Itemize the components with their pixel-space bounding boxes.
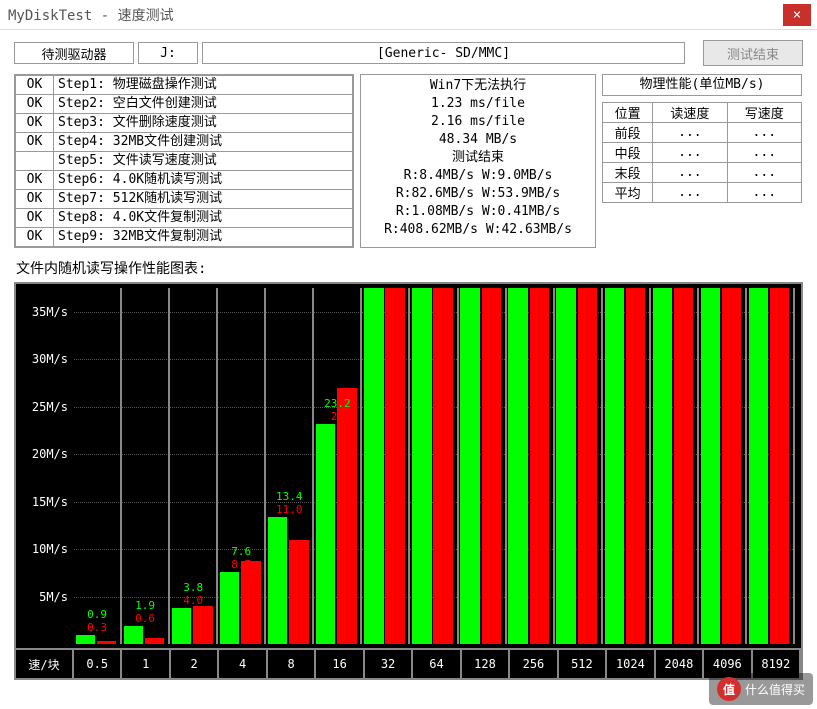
bar-write: [385, 288, 404, 644]
bar-write: [722, 288, 741, 644]
bar-write: [482, 288, 501, 644]
chart-y-axis: 5M/s10M/s15M/s20M/s25M/s30M/s35M/s: [16, 284, 72, 644]
chart-title: 文件内随机读写操作性能图表:: [16, 258, 803, 278]
step-status: OK: [16, 133, 54, 152]
bar-read: [701, 288, 720, 644]
bar-read: [460, 288, 479, 644]
chart-x-axis: 速/块0.51248163264128256512102420484096819…: [16, 648, 801, 678]
drive-label: 待测驱动器: [14, 42, 134, 64]
step-text: Step3: 文件删除速度测试: [54, 114, 353, 133]
x-tick: 128: [462, 650, 510, 678]
step-status: OK: [16, 190, 54, 209]
bar-read: [605, 288, 624, 644]
bar-write: [193, 606, 212, 644]
bar-write: [241, 561, 260, 644]
chart: 5M/s10M/s15M/s20M/s25M/s30M/s35M/s 0.90.…: [14, 282, 803, 680]
x-tick: 32: [365, 650, 413, 678]
bar-read: [268, 517, 287, 644]
step-status: OK: [16, 76, 54, 95]
bar-read: [124, 626, 143, 644]
result-line: R:82.6MB/s W:53.9MB/s: [361, 185, 595, 203]
x-tick: 512: [559, 650, 607, 678]
bar-read: [508, 288, 527, 644]
bar-write: [578, 288, 597, 644]
step-status: OK: [16, 114, 54, 133]
title-bar: MyDiskTest - 速度测试: [0, 0, 817, 30]
bar-read: [172, 608, 191, 644]
x-tick: 16: [316, 650, 364, 678]
result-line: Win7下无法执行: [361, 77, 595, 95]
x-tick: 256: [510, 650, 558, 678]
bar-write: [674, 288, 693, 644]
x-tick: 8: [268, 650, 316, 678]
drive-desc: [Generic- SD/MMC]: [202, 42, 685, 64]
x-tick: 4: [219, 650, 267, 678]
close-button[interactable]: ×: [783, 4, 811, 26]
result-line: 测试结束: [361, 149, 595, 167]
bar-write: [97, 641, 116, 644]
bar-read: [316, 424, 335, 644]
step-text: Step9: 32MB文件复制测试: [54, 228, 353, 247]
x-tick: 2048: [656, 650, 704, 678]
bar-read: [364, 288, 383, 644]
step-text: Step5: 文件读写速度测试: [54, 152, 353, 171]
step-text: Step1: 物理磁盘操作测试: [54, 76, 353, 95]
x-tick: 1024: [607, 650, 655, 678]
step-text: Step7: 512K随机读写测试: [54, 190, 353, 209]
drive-letter[interactable]: J:: [138, 42, 198, 64]
result-line: R:408.62MB/s W:42.63MB/s: [361, 221, 595, 239]
watermark-text: 什么值得买: [745, 681, 805, 698]
step-status: OK: [16, 171, 54, 190]
bar-write: [530, 288, 549, 644]
end-test-button[interactable]: 测试结束: [703, 40, 803, 66]
x-tick: 1: [122, 650, 170, 678]
bar-write: [289, 540, 308, 644]
bar-read: [749, 288, 768, 644]
chart-bars: 0.90.31.90.63.84.07.68.713.411.023.227: [74, 288, 795, 644]
watermark-icon: 值: [717, 677, 741, 701]
x-tick: 64: [413, 650, 461, 678]
bar-write: [433, 288, 452, 644]
bar-read: [220, 572, 239, 644]
bar-read: [412, 288, 431, 644]
bar-write: [770, 288, 789, 644]
step-text: Step6: 4.0K随机读写测试: [54, 171, 353, 190]
step-status: OK: [16, 228, 54, 247]
bar-read: [556, 288, 575, 644]
bar-read: [76, 635, 95, 644]
x-tick: 0.5: [74, 650, 122, 678]
step-status: OK: [16, 95, 54, 114]
perf-table: 位置读速度写速度前段......中段......末段......平均......: [602, 102, 802, 203]
result-line: R:8.4MB/s W:9.0MB/s: [361, 167, 595, 185]
result-line: 2.16 ms/file: [361, 113, 595, 131]
step-text: Step8: 4.0K文件复制测试: [54, 209, 353, 228]
step-text: Step4: 32MB文件创建测试: [54, 133, 353, 152]
result-line: 1.23 ms/file: [361, 95, 595, 113]
bar-write: [145, 638, 164, 644]
bar-write: [337, 388, 356, 644]
bar-write: [626, 288, 645, 644]
result-line: 48.34 MB/s: [361, 131, 595, 149]
step-status: [16, 152, 54, 171]
step-status: OK: [16, 209, 54, 228]
bar-read: [653, 288, 672, 644]
steps-panel: OKStep1: 物理磁盘操作测试OKStep2: 空白文件创建测试OKStep…: [14, 74, 354, 248]
x-tick: 2: [171, 650, 219, 678]
window-title: MyDiskTest - 速度测试: [8, 5, 174, 25]
result-line: R:1.08MB/s W:0.41MB/s: [361, 203, 595, 221]
results-panel: Win7下无法执行1.23 ms/file2.16 ms/file48.34 M…: [360, 74, 596, 248]
perf-header: 物理性能(单位MB/s): [602, 74, 802, 96]
step-text: Step2: 空白文件创建测试: [54, 95, 353, 114]
watermark: 值 什么值得买: [709, 673, 813, 705]
